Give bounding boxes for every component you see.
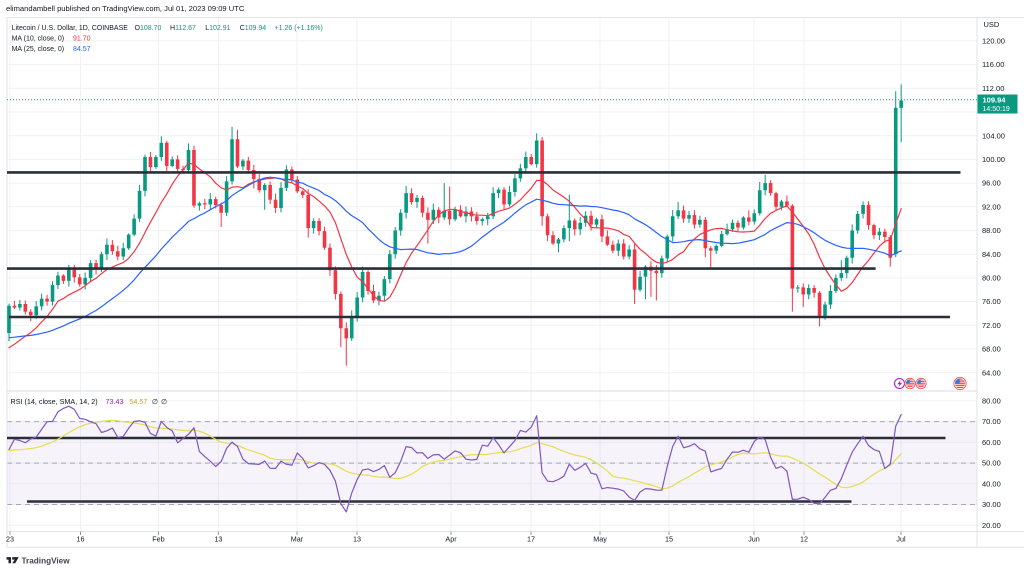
svg-text:TradingView: TradingView (22, 557, 71, 566)
svg-text:112.00: 112.00 (982, 84, 1004, 93)
svg-text:elimandambell published on Tra: elimandambell published on TradingView.c… (6, 4, 245, 13)
svg-text:RSI (14, close, SMA, 14, 2)73.: RSI (14, close, SMA, 14, 2) 73.43 54.57 ∅ ∅ (11, 397, 168, 406)
svg-text:96.00: 96.00 (982, 179, 1001, 188)
svg-text:84.00: 84.00 (982, 250, 1001, 259)
svg-text:104.00: 104.00 (982, 131, 1005, 140)
svg-text:100.00: 100.00 (982, 155, 1005, 164)
svg-text:23: 23 (6, 535, 14, 544)
svg-text:76.00: 76.00 (982, 297, 1001, 306)
svg-text:Apr: Apr (445, 535, 457, 544)
svg-text:Jun: Jun (748, 535, 760, 544)
svg-text:May: May (593, 535, 607, 544)
svg-text:80.00: 80.00 (982, 274, 1001, 283)
svg-text:40.00: 40.00 (982, 479, 1001, 488)
svg-text:20.00: 20.00 (982, 521, 1001, 530)
svg-text:30.00: 30.00 (982, 500, 1001, 509)
svg-text:80.00: 80.00 (982, 396, 1001, 405)
svg-text:Feb: Feb (152, 535, 164, 544)
svg-text:15: 15 (665, 535, 673, 544)
svg-text:Mar: Mar (291, 535, 304, 544)
svg-text:17: 17 (527, 535, 535, 544)
svg-text:88.00: 88.00 (982, 226, 1001, 235)
svg-text:120.00: 120.00 (982, 37, 1005, 46)
svg-text:109.94: 109.94 (983, 96, 1007, 105)
svg-text:13: 13 (214, 535, 222, 544)
svg-text:MA (10, close, 0)91.70: MA (10, close, 0) 91.70 (12, 36, 91, 43)
svg-text:116.00: 116.00 (982, 60, 1004, 69)
svg-text:12: 12 (800, 535, 808, 544)
svg-text:68.00: 68.00 (982, 345, 1001, 354)
svg-text:60.00: 60.00 (982, 438, 1001, 447)
svg-text:USD: USD (984, 20, 1000, 29)
svg-text:16: 16 (77, 535, 85, 544)
svg-text:Jul: Jul (896, 535, 906, 544)
svg-text:MA (25, close, 0)84.57: MA (25, close, 0) 84.57 (12, 46, 91, 53)
svg-text:70.00: 70.00 (982, 417, 1001, 426)
svg-text:92.00: 92.00 (982, 202, 1001, 211)
svg-text:14:50:19: 14:50:19 (983, 106, 1010, 113)
svg-text:50.00: 50.00 (982, 459, 1001, 468)
svg-text:64.00: 64.00 (982, 368, 1001, 377)
svg-text:72.00: 72.00 (982, 321, 1001, 330)
svg-text:13: 13 (353, 535, 361, 544)
